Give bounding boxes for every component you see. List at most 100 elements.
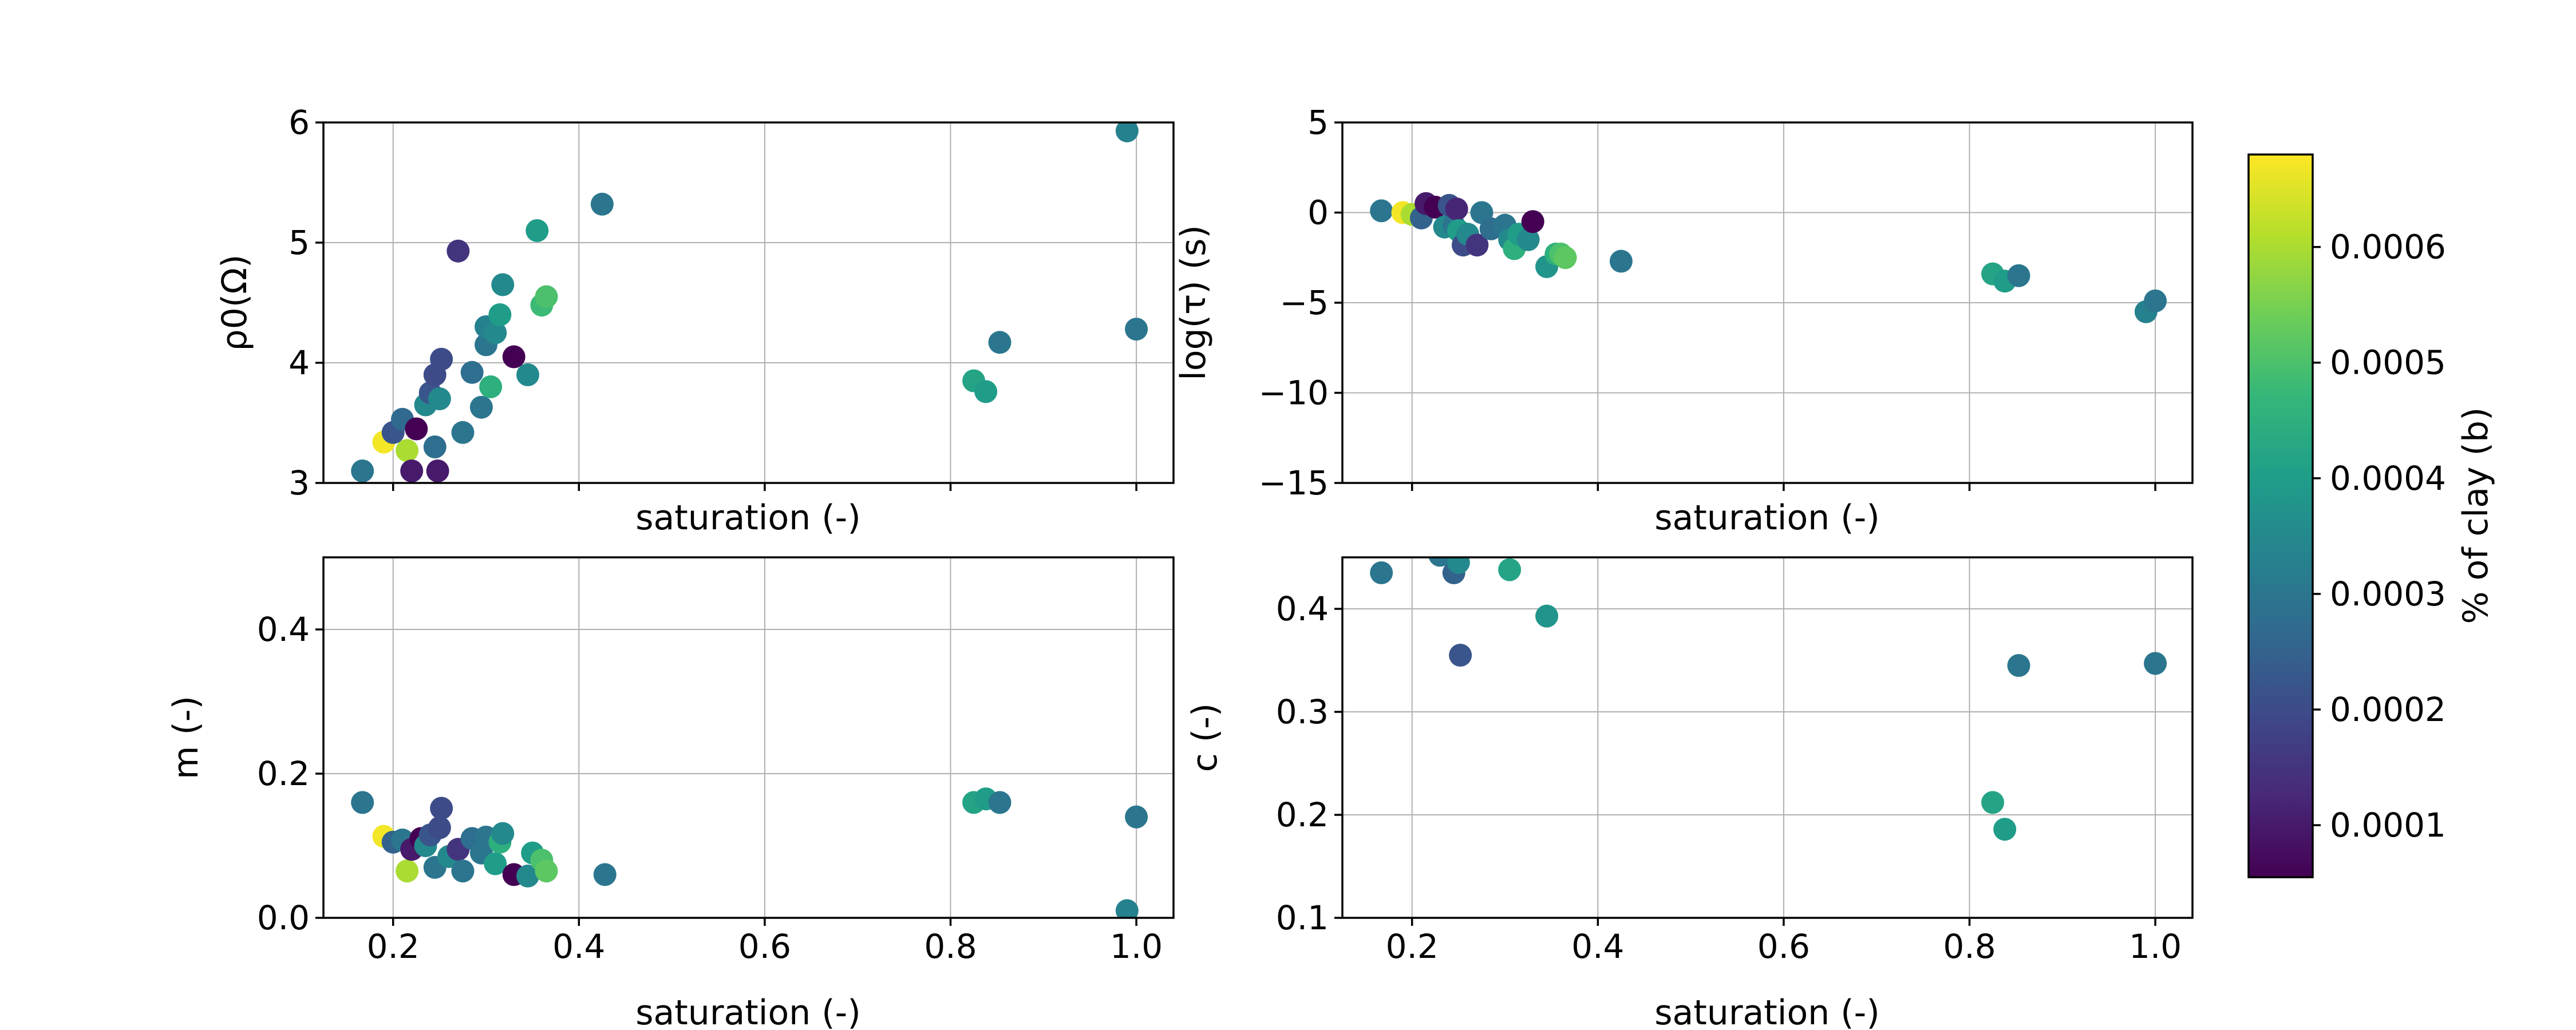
scatter-point [405, 417, 428, 441]
panel-log-tau-ylabel: log(τ) (s) [1174, 225, 1214, 381]
scatter-point [1609, 249, 1633, 273]
scatter-point [1465, 233, 1489, 257]
scatter-point [1447, 557, 1470, 574]
scatter-point [988, 331, 1012, 354]
scatter-point [1125, 805, 1148, 829]
panel-rho0-ylabel: ρ0(Ω) [215, 255, 255, 351]
x-tick-label: 0.8 [1943, 927, 1996, 966]
y-tick-label: 5 [1307, 103, 1329, 142]
scatter-point [1498, 558, 1522, 581]
panel-rho0: 3 4 5 6 saturation (-) ρ0(Ω) [215, 103, 1175, 538]
scatter-point [1981, 791, 2005, 814]
x-tick-label: 0.6 [738, 927, 791, 966]
x-tick-label: 1.0 [1110, 927, 1163, 966]
scatter-point [535, 859, 558, 883]
x-tick-label: 0.8 [924, 927, 977, 966]
scatter-point [351, 791, 374, 814]
scatter-point [516, 363, 540, 386]
colorbar-label: % of clay (b) [2456, 407, 2496, 624]
colorbar-tick-label: 0.0004 [2330, 459, 2446, 498]
scatter-point [1125, 318, 1148, 341]
scatter-point [1993, 818, 2017, 841]
y-tick-label: 0.1 [1276, 898, 1329, 937]
scatter-point [526, 219, 549, 242]
scatter-point [479, 375, 503, 398]
scatter-point [988, 791, 1012, 814]
scatter-point [1521, 210, 1544, 233]
scatter-point [451, 421, 475, 444]
y-tick-label: 5 [289, 223, 310, 262]
scatter-point [1535, 604, 1559, 628]
scatter-point [535, 285, 558, 308]
panel-m-xlabel: saturation (-) [635, 993, 861, 1030]
scatter-point [502, 345, 526, 369]
y-tick-label: 6 [289, 103, 310, 142]
scatter-point [2144, 289, 2167, 312]
y-tick-label: 0.0 [257, 898, 310, 937]
scatter-point [396, 859, 419, 883]
panel-log-tau: −15 −10 −5 0 5 saturation (-) log(τ) (s) [1174, 103, 2194, 538]
scatter-point [484, 321, 507, 344]
panel-log-tau-xlabel: saturation (-) [1654, 498, 1880, 538]
x-tick-label: 0.2 [1386, 927, 1439, 966]
y-tick-label: −5 [1280, 283, 1329, 322]
scatter-point [460, 360, 484, 384]
panel-rho0-xlabel: saturation (-) [635, 498, 861, 538]
scatter-point [2007, 264, 2030, 287]
panel-c: 0.1 0.2 0.3 0.4 0.2 0.4 0.6 0.8 1.0 saturation … [1185, 556, 2194, 1030]
scatter-point [430, 797, 453, 820]
panel-m: 0.0 0.2 0.4 0.2 0.4 0.6 0.8 1.0 saturation (-)… [166, 556, 1175, 1030]
y-tick-label: 0 [1307, 193, 1329, 232]
scatter-point [1115, 899, 1139, 918]
x-tick-label: 0.2 [367, 927, 420, 966]
scatter-point [484, 852, 507, 876]
scatter-point [491, 273, 515, 296]
scatter-point [1516, 228, 1540, 251]
colorbar: 0.0001 0.0002 0.0003 0.0004 0.0005 0.0006 % o… [2247, 153, 2496, 878]
scatter-point [2007, 654, 2030, 677]
colorbar-tick-label: 0.0001 [2330, 806, 2446, 845]
y-tick-label: 0.4 [1276, 589, 1329, 628]
scatter-point [491, 822, 515, 845]
y-tick-label: 4 [289, 343, 310, 382]
scatter-point [430, 347, 453, 371]
scatter-point [400, 459, 424, 482]
x-tick-label: 0.4 [1571, 927, 1624, 966]
colorbar-tick-label: 0.0003 [2330, 575, 2446, 613]
scatter-point [516, 864, 540, 888]
scatter-point [469, 395, 493, 419]
scatter-point [428, 387, 451, 410]
scatter-point [447, 239, 470, 263]
scatter-point [428, 816, 451, 839]
scatter-point [351, 459, 374, 482]
scatter-point [451, 859, 475, 883]
colorbar-tick-label: 0.0006 [2330, 228, 2446, 267]
colorbar-tick-label: 0.0005 [2330, 343, 2446, 382]
x-tick-label: 1.0 [2129, 927, 2182, 966]
scatter-point [1370, 561, 1393, 584]
scatter-point [1449, 644, 1472, 667]
scatter-point [593, 863, 617, 886]
scatter-point [1445, 197, 1468, 221]
x-tick-label: 0.6 [1757, 927, 1810, 966]
y-tick-label: −10 [1259, 374, 1329, 413]
y-tick-label: 0.2 [257, 754, 310, 793]
scatter-point [426, 459, 449, 482]
scatter-point [2144, 652, 2167, 675]
scatter-point [1554, 246, 1577, 270]
scatter-point [1428, 557, 1452, 567]
panel-m-ylabel: m (-) [166, 696, 206, 779]
scatter-point [488, 303, 512, 326]
scatter-point [1115, 122, 1139, 142]
scatter-point [974, 380, 998, 403]
panel-c-xlabel: saturation (-) [1654, 993, 1880, 1030]
panel-c-ylabel: c (-) [1185, 703, 1225, 772]
x-tick-label: 0.4 [552, 927, 605, 966]
scatter-point [396, 439, 419, 462]
y-tick-label: 0.3 [1276, 692, 1329, 731]
scatter-point [1370, 199, 1393, 223]
colorbar-gradient [2249, 154, 2313, 877]
scatter-point [423, 435, 447, 458]
scatter-point [590, 192, 614, 216]
